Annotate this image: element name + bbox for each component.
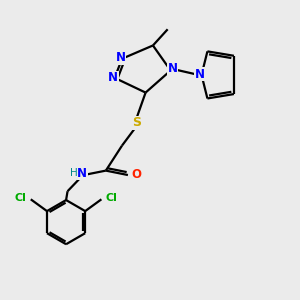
Text: N: N: [168, 62, 178, 75]
Text: S: S: [132, 116, 141, 129]
Text: Cl: Cl: [14, 193, 26, 203]
Text: H: H: [70, 168, 78, 178]
Text: N: N: [108, 71, 118, 84]
Text: N: N: [116, 51, 126, 64]
Text: N: N: [77, 167, 87, 180]
Text: N: N: [195, 68, 205, 80]
Text: O: O: [131, 168, 141, 181]
Text: Cl: Cl: [106, 193, 118, 203]
